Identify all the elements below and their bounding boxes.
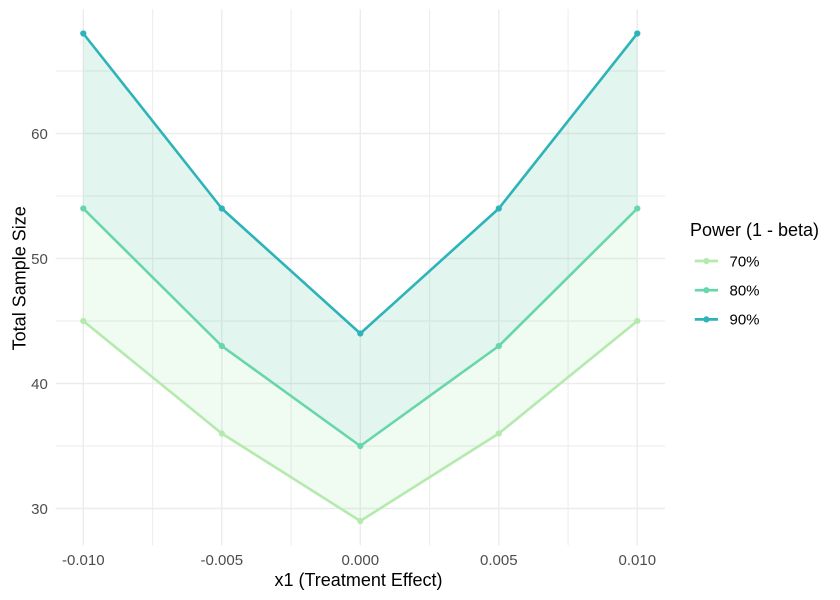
svg-text:60: 60 [31, 126, 48, 143]
svg-text:x1 (Treatment Effect): x1 (Treatment Effect) [274, 570, 442, 590]
svg-text:0.000: 0.000 [342, 552, 380, 569]
svg-text:-0.005: -0.005 [201, 552, 244, 569]
svg-text:80%: 80% [730, 283, 760, 300]
svg-text:Power (1 - beta): Power (1 - beta) [690, 220, 819, 240]
svg-text:70%: 70% [730, 253, 760, 270]
svg-text:50: 50 [31, 251, 48, 268]
svg-text:40: 40 [31, 376, 48, 393]
svg-text:30: 30 [31, 501, 48, 518]
svg-text:90%: 90% [730, 312, 760, 329]
svg-text:Total Sample Size: Total Sample Size [10, 206, 30, 350]
svg-text:0.010: 0.010 [619, 552, 657, 569]
svg-text:0.005: 0.005 [480, 552, 518, 569]
svg-text:-0.010: -0.010 [62, 552, 105, 569]
